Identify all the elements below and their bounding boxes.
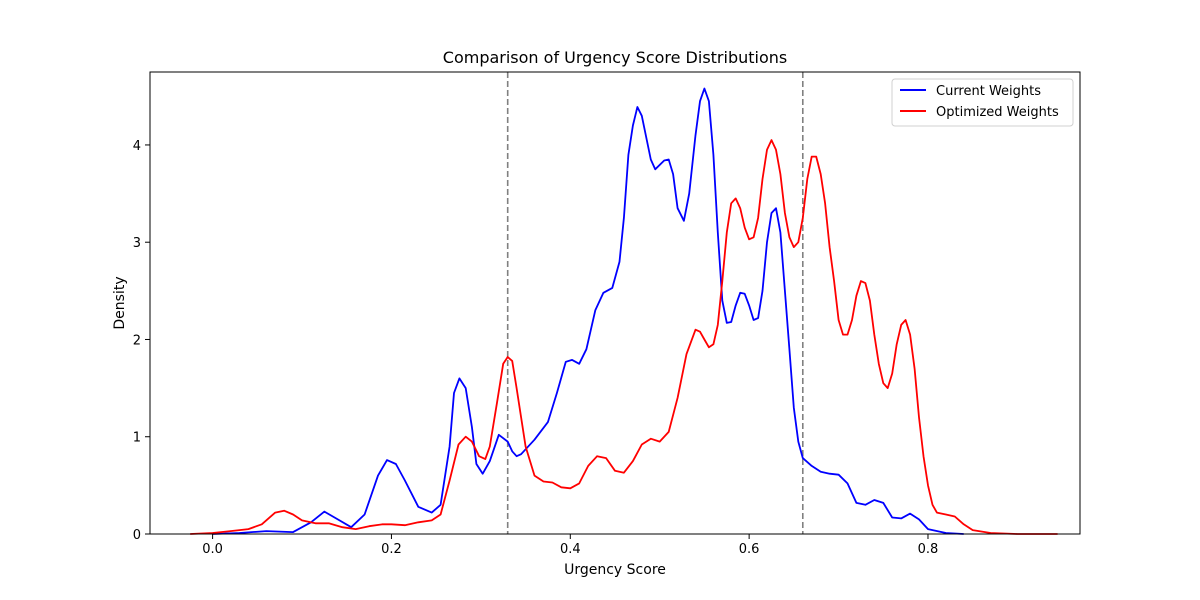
legend-box: [891, 78, 1074, 127]
x-axis-label: Urgency Score: [564, 562, 666, 578]
x-tick-label: 0.8: [918, 542, 939, 557]
legend-label-current: Current Weights: [936, 84, 1041, 99]
x-tick-label: 0.2: [381, 542, 402, 557]
plot-area: [149, 71, 1081, 535]
y-axis-label: Density: [112, 276, 128, 329]
y-tick-label: 4: [133, 139, 141, 154]
y-tick-label: 2: [133, 333, 141, 348]
legend: Current Weights Optimized Weights: [891, 78, 1074, 127]
series-layer: [190, 87, 1058, 535]
y-tick-label: 3: [133, 236, 141, 251]
y-tick-label: 1: [133, 431, 141, 446]
x-tick-label: 0.0: [202, 542, 223, 557]
x-axis: 0.0 0.2 0.4 0.6 0.8: [202, 534, 938, 557]
legend-label-optimized: Optimized Weights: [936, 105, 1059, 120]
x-tick-label: 0.4: [560, 542, 581, 557]
reference-lines: [506, 72, 804, 534]
chart-title: Comparison of Urgency Score Distribution…: [443, 48, 787, 67]
series-line-0: [212, 87, 964, 535]
x-tick-label: 0.6: [739, 542, 760, 557]
y-tick-label: 0: [133, 528, 141, 543]
plot-background: [150, 72, 1080, 534]
y-axis: 0 1 2 3 4: [133, 139, 150, 543]
series-line-1: [190, 139, 1058, 535]
plot-frame: [149, 71, 1081, 535]
